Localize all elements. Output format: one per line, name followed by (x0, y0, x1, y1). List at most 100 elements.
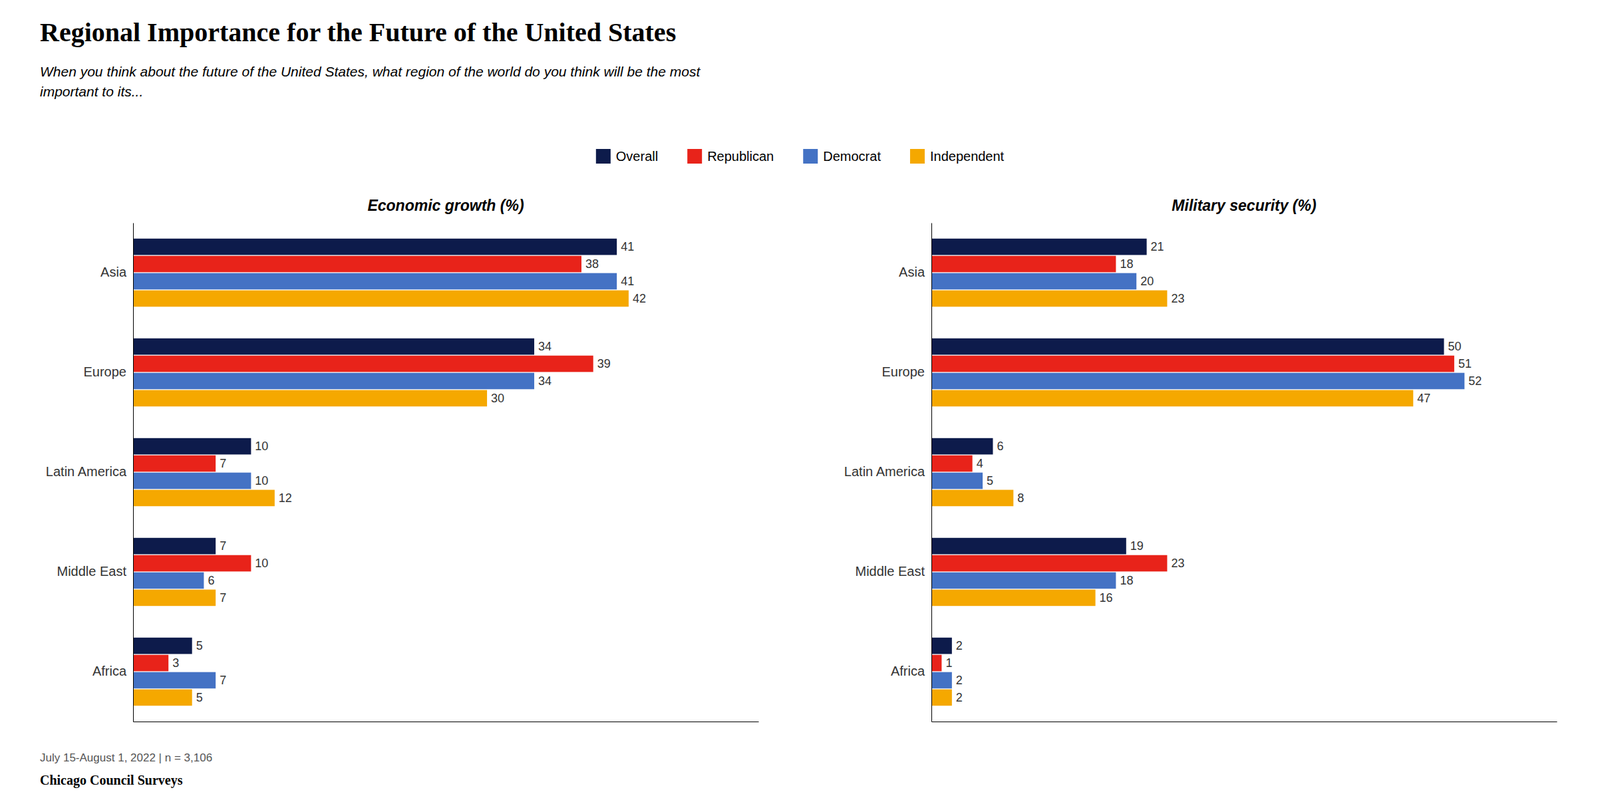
data-label: 52 (1468, 374, 1482, 388)
y-tick: Latin America (844, 464, 932, 480)
data-label: 50 (1447, 339, 1461, 354)
bar (133, 455, 216, 473)
y-tick: Asia (100, 264, 134, 280)
footnote: July 15-August 1, 2022 | n = 3,106 (39, 751, 213, 765)
data-label: 39 (597, 357, 611, 371)
source: Chicago Council Surveys (39, 773, 183, 789)
bar (931, 256, 1116, 273)
bar (133, 538, 216, 555)
y-axis: Asia Europe Latin America Middle East Africa (45, 223, 134, 723)
data-label: 10 (254, 474, 269, 488)
bar (931, 655, 942, 672)
bar (931, 290, 1167, 308)
y-tick-label: Latin America (45, 464, 128, 480)
bar (133, 555, 251, 573)
legend-item: Overall (596, 149, 658, 164)
legend-swatch (596, 149, 611, 164)
bar (133, 572, 204, 590)
y-tick-label: Europe (83, 364, 128, 380)
data-label: 5 (196, 639, 203, 653)
bar (931, 355, 1455, 373)
data-label: 41 (620, 274, 635, 289)
data-label: 42 (632, 292, 646, 306)
bar (133, 390, 487, 408)
bar (133, 256, 582, 273)
bar (931, 638, 953, 655)
series (931, 273, 1465, 690)
legend-swatch (910, 149, 925, 164)
series (133, 256, 594, 672)
y-tick: Africa (890, 663, 932, 679)
data-label: 2 (956, 691, 963, 705)
y-tick-label: Asia (898, 264, 926, 280)
y-axis-line (133, 223, 134, 723)
series (931, 290, 1414, 707)
bar (133, 689, 193, 707)
data-label: 51 (1458, 357, 1472, 371)
series (133, 273, 617, 690)
data-label: 12 (278, 491, 293, 505)
bar (133, 490, 275, 507)
data-label: 10 (254, 439, 269, 454)
bar (931, 390, 1414, 408)
y-axis-line (931, 223, 933, 723)
bar (931, 672, 953, 690)
data-label: 6 (996, 439, 1004, 454)
y-tick-label: Middle East (57, 564, 128, 579)
series (931, 238, 1444, 655)
bar (931, 455, 973, 473)
data-label: 18 (1119, 574, 1133, 588)
legend-label: Overall (616, 149, 658, 164)
y-tick-label: Europe (882, 364, 926, 380)
data-label: 23 (1170, 292, 1185, 306)
subtitle: When you think about the future of the U… (39, 63, 701, 100)
x-axis-line (133, 721, 760, 723)
bar (931, 473, 983, 490)
bar (133, 473, 251, 490)
data-label: 47 (1417, 391, 1431, 406)
data-label: 7 (219, 591, 227, 605)
bar (133, 355, 594, 373)
x-axis (133, 721, 760, 723)
y-tick-label: Latin America (844, 464, 926, 480)
y-tick-label: Asia (100, 264, 128, 280)
data-label: 1 (945, 656, 953, 670)
panel: Economic growth (%)413410753839710341341… (45, 196, 760, 723)
data-label: 23 (1170, 556, 1185, 571)
data-label: 5 (986, 474, 994, 488)
data-label: 2 (956, 673, 963, 688)
title: Regional Importance for the Future of th… (39, 17, 676, 48)
bar (931, 238, 1147, 256)
y-tick-label: Africa (890, 663, 926, 679)
legend-item: Democrat (802, 149, 881, 164)
y-tick: Latin America (45, 464, 134, 480)
data-label: 4 (976, 457, 984, 471)
bar (133, 273, 617, 291)
data-label: 18 (1119, 257, 1133, 271)
bar (931, 273, 1137, 291)
bar (133, 438, 251, 456)
data-label: 5 (196, 691, 203, 705)
data-label: 7 (219, 457, 227, 471)
data-label: 19 (1130, 539, 1144, 553)
legend-swatch (687, 149, 702, 164)
data-label: 38 (585, 257, 599, 271)
bar (931, 572, 1116, 590)
data-label: 41 (620, 240, 635, 254)
legend-label: Democrat (822, 149, 881, 164)
bar (931, 338, 1444, 356)
legend-swatch (802, 149, 818, 164)
bar (931, 590, 1096, 607)
bar (931, 373, 1465, 390)
bar (133, 590, 216, 607)
y-tick-label: Africa (92, 663, 128, 679)
data-label: 20 (1140, 274, 1154, 289)
bar (931, 555, 1167, 573)
y-tick: Middle East (57, 564, 134, 579)
chart-title: Economic growth (%) (367, 196, 524, 215)
y-tick: Middle East (855, 564, 933, 579)
y-axis: Asia Europe Latin America Middle East Africa (844, 223, 933, 723)
data-label: 6 (207, 574, 215, 588)
subtitle-line: When you think about the future of the U… (39, 63, 701, 80)
y-tick-label: Middle East (855, 564, 926, 579)
